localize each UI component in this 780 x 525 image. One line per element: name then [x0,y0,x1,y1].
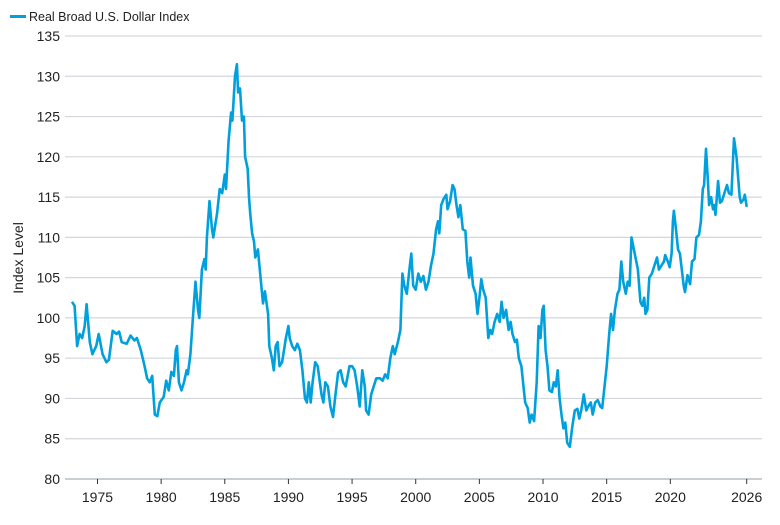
y-tick-label: 130 [37,68,61,84]
legend: Real Broad U.S. Dollar Index [10,10,190,24]
y-tick-label: 95 [44,350,60,366]
x-tick-label: 2005 [464,489,495,505]
series-line [70,62,748,449]
y-tick-label: 85 [44,431,60,447]
legend-label: Real Broad U.S. Dollar Index [29,10,190,24]
y-axis-label: Index Level [10,222,26,294]
y-tick-label: 80 [44,471,60,487]
x-tick-label: 2026 [731,489,762,505]
x-tick-label: 1990 [273,489,304,505]
x-tick-label: 2000 [400,489,431,505]
x-tick-label: 1975 [82,489,113,505]
y-tick-label: 115 [38,189,61,205]
x-tick-label: 1995 [336,489,367,505]
y-tick-label: 125 [37,109,61,125]
legend-swatch [10,15,26,18]
x-tick-label: 2015 [591,489,622,505]
y-tick-label: 90 [44,390,60,406]
x-tick-label: 2020 [655,489,686,505]
x-tick-label: 2010 [527,489,558,505]
x-tick-label: 1980 [146,489,177,505]
y-tick-label: 105 [37,270,61,286]
y-tick-label: 120 [37,149,61,165]
y-tick-label: 100 [37,310,61,326]
y-tick-label: 135 [37,28,61,44]
y-tick-label: 110 [38,229,61,245]
x-tick-label: 1985 [209,489,240,505]
